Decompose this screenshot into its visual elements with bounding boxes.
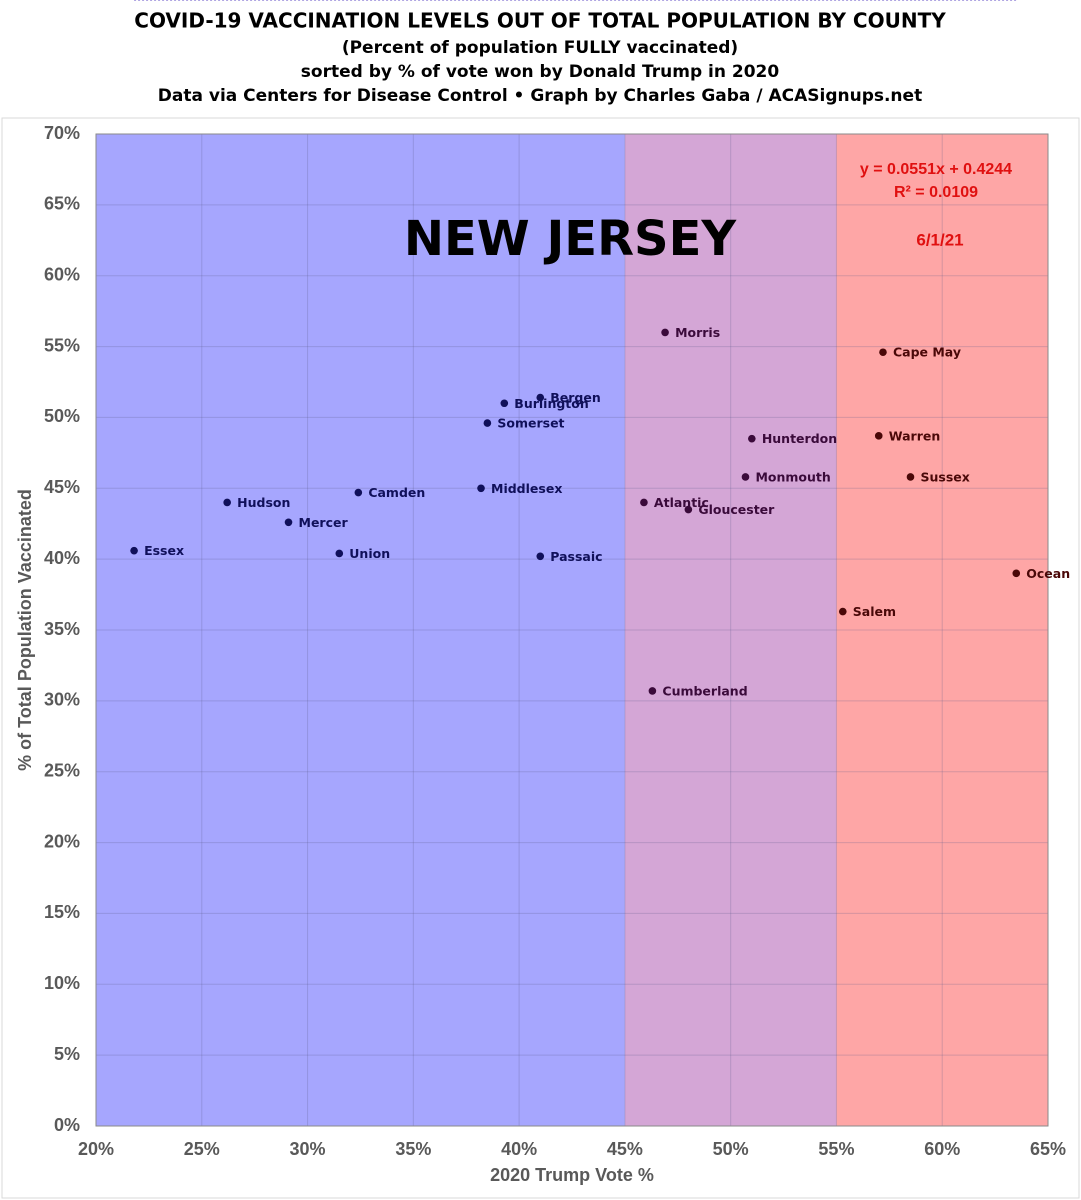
y-tick-label: 40% xyxy=(44,548,80,568)
x-tick-label: 65% xyxy=(1030,1139,1066,1159)
point-label: Cape May xyxy=(893,345,961,360)
chart-frame xyxy=(1,117,1080,1199)
point-label: Atlantic xyxy=(654,495,709,510)
point-label: Somerset xyxy=(497,416,564,431)
x-tick-label: 60% xyxy=(924,1139,960,1159)
point-label: Monmouth xyxy=(755,469,830,484)
region-band xyxy=(96,134,625,1126)
point-label: Morris xyxy=(675,325,720,340)
data-point xyxy=(536,552,545,561)
data-point xyxy=(879,348,887,357)
region-band xyxy=(836,134,1048,1126)
data-point xyxy=(483,419,492,427)
date-label: 6/1/21 xyxy=(916,230,963,249)
data-point xyxy=(223,498,231,507)
chart-subtitle: (Percent of population FULLY vaccinated) xyxy=(342,38,738,58)
point-label: Middlesex xyxy=(491,481,562,496)
y-tick-label: 70% xyxy=(44,123,80,143)
point-label: Mercer xyxy=(299,515,349,530)
point-label: Salem xyxy=(853,604,896,619)
trend-equation: y = 0.0551x + 0.4244 xyxy=(860,161,1012,178)
point-label: Burlington xyxy=(514,396,588,411)
region-band xyxy=(624,134,837,1126)
r-squared: R² = 0.0109 xyxy=(894,184,978,201)
data-point xyxy=(648,687,657,695)
data-point xyxy=(741,473,750,481)
y-tick-label: 50% xyxy=(44,406,80,426)
y-axis-label: % of Total Population Vaccinated xyxy=(15,489,35,771)
point-label: Warren xyxy=(889,428,940,443)
y-tick-label: 15% xyxy=(44,902,80,922)
y-tick-label: 60% xyxy=(44,264,80,284)
data-point xyxy=(477,484,485,493)
y-tick-label: 5% xyxy=(54,1044,80,1064)
y-tick-label: 30% xyxy=(44,690,80,710)
data-point xyxy=(536,393,545,402)
y-tick-label: 10% xyxy=(44,973,80,993)
data-point xyxy=(684,505,693,514)
data-point xyxy=(335,549,344,558)
plot-border xyxy=(95,133,1049,1127)
x-tick-label: 40% xyxy=(501,1139,537,1159)
point-label: Ocean xyxy=(1026,566,1070,581)
point-label: Union xyxy=(349,546,390,561)
data-point xyxy=(500,399,509,408)
point-label: Hudson xyxy=(237,495,290,510)
point-label: Gloucester xyxy=(698,502,775,517)
data-point xyxy=(640,498,648,507)
y-tick-label: 0% xyxy=(54,1115,80,1135)
chart-subtitle: sorted by % of vote won by Donald Trump … xyxy=(301,62,780,82)
x-tick-label: 50% xyxy=(713,1139,749,1159)
point-label: Bergen xyxy=(550,390,601,405)
x-tick-label: 30% xyxy=(290,1139,326,1159)
point-label: Hunterdon xyxy=(762,431,837,446)
data-point xyxy=(1012,569,1021,578)
chart-subtitle: Data via Centers for Disease Control • G… xyxy=(158,86,922,106)
x-tick-label: 25% xyxy=(184,1139,220,1159)
data-point xyxy=(748,434,756,443)
x-tick-label: 20% xyxy=(78,1139,114,1159)
point-label: Cumberland xyxy=(662,683,747,698)
chart-title: COVID-19 VACCINATION LEVELS OUT OF TOTAL… xyxy=(134,9,946,33)
data-point xyxy=(661,328,669,337)
y-tick-label: 25% xyxy=(44,760,80,780)
data-point xyxy=(874,432,883,440)
x-tick-label: 55% xyxy=(818,1139,854,1159)
point-label: Essex xyxy=(144,543,184,558)
y-tick-label: 65% xyxy=(44,194,80,214)
y-tick-label: 35% xyxy=(44,619,80,639)
x-axis-label: 2020 Trump Vote % xyxy=(490,1165,654,1185)
data-point xyxy=(284,518,293,527)
y-tick-label: 45% xyxy=(44,477,80,497)
data-point xyxy=(130,546,138,555)
data-point xyxy=(354,488,363,497)
state-label: NEW JERSEY xyxy=(404,211,738,267)
y-tick-label: 20% xyxy=(44,831,80,851)
data-point xyxy=(906,473,915,481)
point-label: Camden xyxy=(368,485,425,500)
y-tick-label: 55% xyxy=(44,335,80,355)
point-label: Passaic xyxy=(550,549,602,564)
data-point xyxy=(838,607,847,616)
x-tick-label: 45% xyxy=(607,1139,643,1159)
point-label: Sussex xyxy=(920,469,969,484)
x-tick-label: 35% xyxy=(395,1139,431,1159)
